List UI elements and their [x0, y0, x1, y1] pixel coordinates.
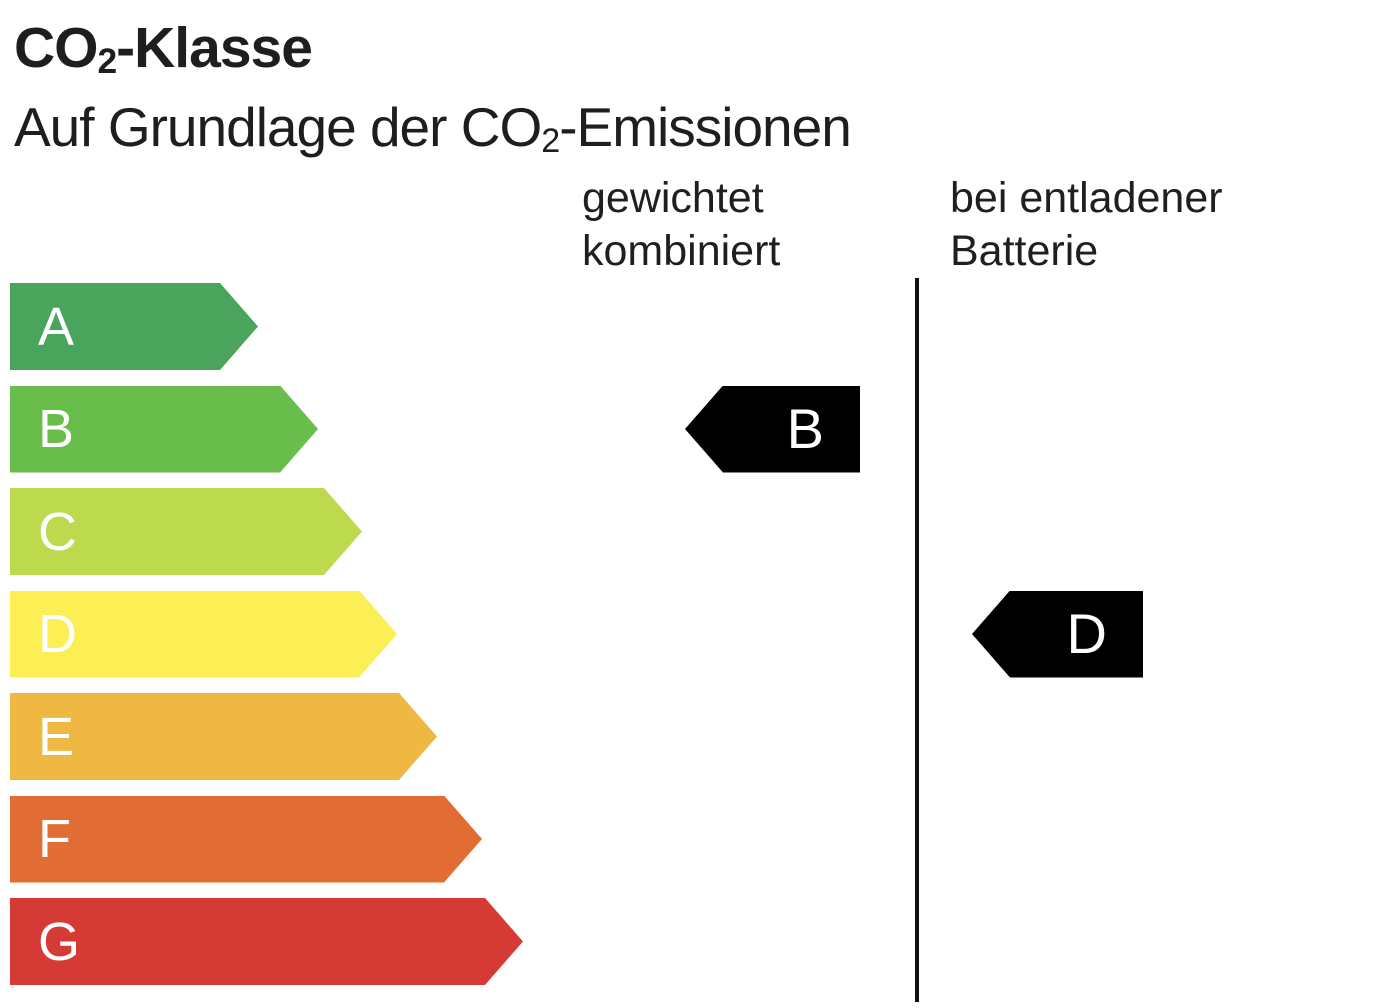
class-arrow-a: A: [10, 283, 258, 370]
class-letter-f: F: [38, 809, 71, 869]
class-letter-a: A: [38, 296, 75, 357]
marker-letter-battery: D: [1066, 602, 1107, 665]
title-prefix: CO: [14, 16, 98, 80]
class-row-f: F: [0, 796, 1390, 883]
marker-weighted: B: [685, 385, 860, 473]
class-row-a: A: [0, 283, 1390, 370]
column-header-weighted-line2: kombiniert: [582, 227, 781, 275]
subtitle-subscript: 2: [541, 122, 560, 161]
title-subscript: 2: [97, 42, 118, 82]
page-title: CO2-Klasse: [14, 16, 313, 82]
subtitle-suffix: -Emissionen: [559, 96, 852, 158]
column-divider: [915, 278, 919, 1002]
column-header-weighted: gewichtet kombiniert: [582, 172, 780, 278]
class-letter-b: B: [38, 399, 75, 459]
class-letter-g: G: [38, 911, 81, 972]
class-arrow-g: G: [10, 898, 523, 985]
column-header-battery-line1: bei entladener: [950, 174, 1223, 222]
class-arrow-b: B: [10, 386, 318, 473]
class-arrow-e: E: [10, 693, 437, 780]
class-arrow-f: F: [10, 796, 482, 883]
marker-battery: D: [972, 590, 1143, 678]
class-row-c: C: [0, 488, 1390, 575]
class-letter-c: C: [38, 501, 77, 562]
class-row-g: G: [0, 898, 1390, 985]
class-row-b: B: [0, 386, 1390, 473]
class-row-e: E: [0, 693, 1390, 780]
subtitle-prefix: Auf Grundlage der CO: [14, 96, 542, 158]
page-subtitle: Auf Grundlage der CO2-Emissionen: [14, 94, 852, 161]
marker-letter-weighted: B: [786, 397, 824, 460]
column-header-weighted-line1: gewichtet: [582, 174, 764, 222]
class-arrow-c: C: [10, 488, 362, 575]
class-letter-d: D: [38, 604, 77, 664]
class-arrow-d: D: [10, 591, 397, 678]
class-row-d: D: [0, 591, 1390, 678]
title-suffix: -Klasse: [116, 16, 313, 80]
column-header-battery: bei entladener Batterie: [950, 172, 1223, 278]
class-letter-e: E: [38, 706, 75, 767]
column-header-battery-line2: Batterie: [950, 227, 1099, 275]
